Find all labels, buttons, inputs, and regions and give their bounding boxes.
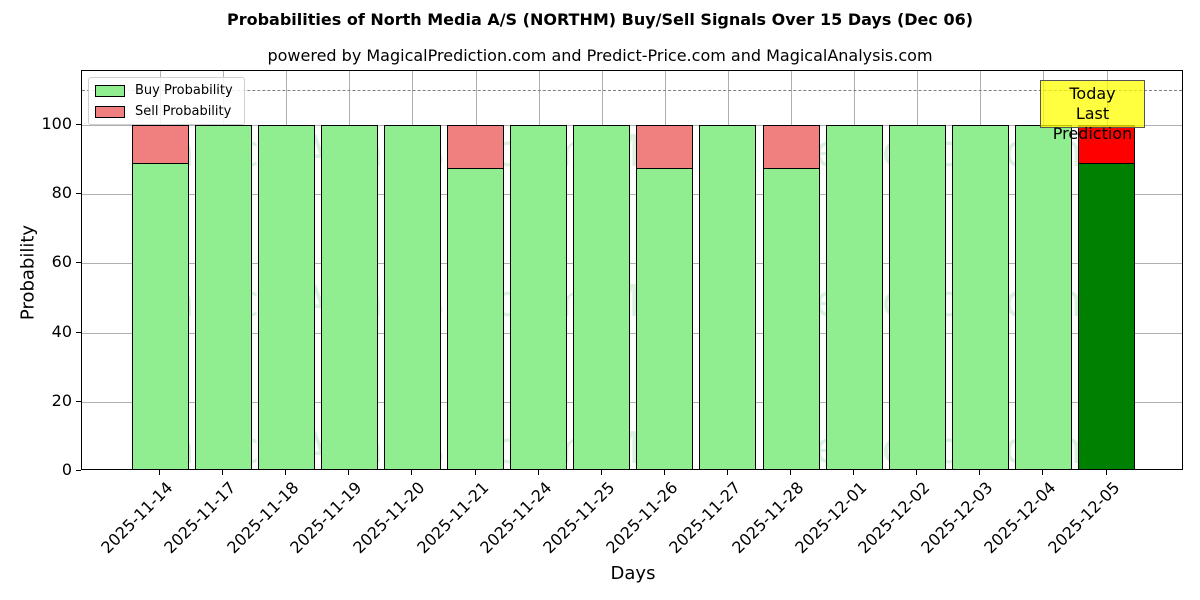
x-tick-mark [916,470,918,475]
annotation-line-1: Today [1069,84,1116,103]
bar-sell [636,125,694,170]
y-axis-title: Probability [17,224,39,321]
x-axis-title: Days [610,563,656,584]
bar-buy [888,125,946,469]
y-tick-mark [76,262,81,264]
bar-buy [573,125,631,469]
bar-buy [825,125,883,469]
y-tick-label: 100 [41,114,72,133]
gridline-horizontal [82,401,1182,403]
x-tick-mark [411,470,413,475]
bar-buy [131,163,189,469]
gridline-horizontal [82,125,1182,126]
x-tick-mark [285,470,287,475]
x-tick-mark [979,470,981,475]
bar-buy [194,125,252,469]
bar-buy [636,168,694,469]
reference-line [82,90,1182,92]
legend-buy-label: Buy Probability [135,83,233,98]
bar-buy [383,125,441,469]
x-tick-mark [348,470,350,475]
bar-buy [257,125,315,469]
bar-buy [1014,125,1072,469]
y-tick-mark [76,470,81,471]
chart-title: Probabilities of North Media A/S (NORTHM… [226,10,974,29]
annotation-line-2: Last Prediction [1052,104,1133,143]
x-tick-mark [600,470,602,475]
bar-buy [510,125,568,469]
x-tick-mark [474,470,476,475]
y-tick-label: 0 [61,460,72,479]
x-tick-mark [853,470,855,475]
gridline-horizontal [82,332,1182,334]
bar-buy [1078,163,1135,469]
y-tick-label: 20 [51,390,72,410]
bar-buy [447,168,504,469]
x-tick-mark [537,470,539,475]
chart-subtitle: powered by MagicalPrediction.com and Pre… [267,46,933,65]
y-tick-mark [76,124,81,125]
bar-buy [762,168,820,469]
x-tick-mark [663,470,665,475]
x-tick-mark [159,470,160,475]
legend-item-sell: Sell Probability [95,104,231,119]
today-annotation: Today Last Prediction [1040,80,1145,143]
y-tick-mark [76,400,81,402]
bar-sell [447,125,504,170]
legend-item-buy: Buy Probability [95,83,233,98]
y-tick-label: 80 [51,183,72,203]
x-tick-mark [1042,470,1044,475]
x-tick-mark [222,470,224,475]
sell-swatch-icon [95,105,125,118]
y-tick-label: 40 [51,321,72,341]
x-tick-mark [790,470,791,475]
legend-sell-label: Sell Probability [135,104,232,119]
bar-sell [762,125,820,170]
plot-area: MagicalAnalysis.comMagicalPrediction.com… [81,70,1183,470]
x-tick-mark [726,470,728,475]
bar-buy [699,125,757,469]
legend: Buy Probability Sell Probability [88,77,245,125]
bar-sell [1078,125,1135,165]
bar-buy [320,125,378,469]
y-tick-mark [76,331,81,333]
y-tick-label: 60 [51,252,72,272]
y-tick-mark [76,193,81,195]
gridline-horizontal [82,263,1182,265]
bar-sell [131,125,189,165]
x-tick-mark [1105,470,1107,475]
buy-swatch-icon [95,84,125,97]
bar-buy [951,125,1009,469]
gridline-horizontal [82,194,1182,196]
